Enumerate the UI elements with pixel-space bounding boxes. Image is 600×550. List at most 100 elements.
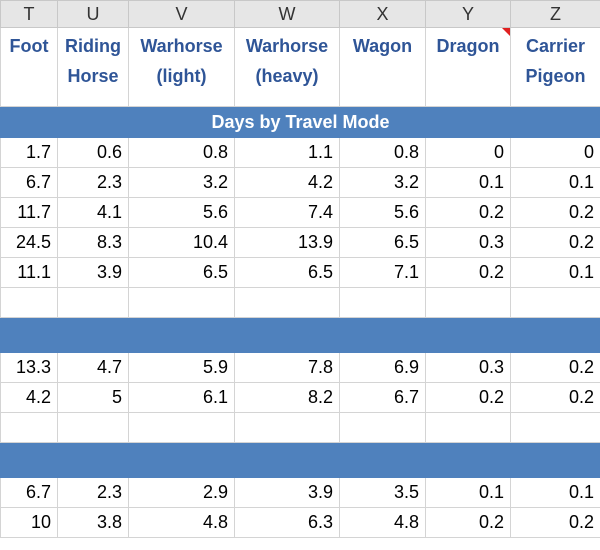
column-header-y[interactable]: Y bbox=[425, 0, 511, 28]
data-cell[interactable]: 0 bbox=[425, 137, 511, 168]
header-cell-riding-horse[interactable]: Riding Horse bbox=[57, 27, 129, 107]
table-row: 24.5 8.3 10.4 13.9 6.5 0.3 0.2 bbox=[0, 227, 600, 258]
table-row: 6.7 2.3 2.9 3.9 3.5 0.1 0.1 bbox=[0, 477, 600, 508]
section-band-row bbox=[0, 442, 600, 478]
table-row: 1.7 0.6 0.8 1.1 0.8 0 0 bbox=[0, 137, 600, 168]
section-band-row bbox=[0, 317, 600, 353]
table-row: 6.7 2.3 3.2 4.2 3.2 0.1 0.1 bbox=[0, 167, 600, 198]
data-cell[interactable]: 3.9 bbox=[234, 477, 340, 508]
data-group-2: 13.3 4.7 5.9 7.8 6.9 0.3 0.2 4.2 5 6.1 8.2 6.7 0.2 0.… bbox=[0, 352, 600, 413]
section-band-title[interactable]: Days by Travel Mode bbox=[0, 106, 600, 138]
data-cell[interactable]: 5.9 bbox=[128, 352, 235, 383]
data-cell[interactable]: 2.3 bbox=[57, 167, 129, 198]
header-cell-warhorse-light[interactable]: Warhorse (light) bbox=[128, 27, 235, 107]
data-cell[interactable]: 4.2 bbox=[234, 167, 340, 198]
table-row: 10 3.8 4.8 6.3 4.8 0.2 0.2 bbox=[0, 507, 600, 538]
table-row: 11.7 4.1 5.6 7.4 5.6 0.2 0.2 bbox=[0, 197, 600, 228]
column-header-z[interactable]: Z bbox=[510, 0, 600, 28]
data-cell[interactable]: 0.6 bbox=[57, 137, 129, 168]
header-cell-foot[interactable]: Foot bbox=[0, 27, 58, 107]
column-header-w[interactable]: W bbox=[234, 0, 340, 28]
section-band-empty[interactable] bbox=[0, 442, 600, 478]
header-cell-carrier-pigeon[interactable]: Carrier Pigeon bbox=[510, 27, 600, 107]
section-band-row: Days by Travel Mode bbox=[0, 106, 600, 138]
data-cell[interactable]: 6.5 bbox=[234, 257, 340, 288]
data-cell[interactable]: 5 bbox=[57, 382, 129, 413]
data-cell[interactable]: 4.1 bbox=[57, 197, 129, 228]
data-group-1: 1.7 0.6 0.8 1.1 0.8 0 0 6.7 2.3 3.2 4.2 3.2 0.1 0.1 11… bbox=[0, 137, 600, 288]
data-cell[interactable]: 6.7 bbox=[0, 167, 58, 198]
table-row: 4.2 5 6.1 8.2 6.7 0.2 0.2 bbox=[0, 382, 600, 413]
data-cell[interactable]: 11.1 bbox=[0, 257, 58, 288]
data-cell[interactable]: 4.8 bbox=[339, 507, 426, 538]
data-cell[interactable]: 6.3 bbox=[234, 507, 340, 538]
data-cell[interactable]: 6.9 bbox=[339, 352, 426, 383]
data-cell[interactable]: 0.1 bbox=[510, 167, 600, 198]
data-cell[interactable]: 3.8 bbox=[57, 507, 129, 538]
data-cell[interactable]: 0.2 bbox=[510, 227, 600, 258]
data-cell[interactable]: 6.1 bbox=[128, 382, 235, 413]
data-cell[interactable]: 0.2 bbox=[510, 507, 600, 538]
data-cell[interactable]: 0.3 bbox=[425, 227, 511, 258]
data-cell[interactable]: 0.2 bbox=[510, 197, 600, 228]
data-cell[interactable]: 6.7 bbox=[339, 382, 426, 413]
data-cell[interactable]: 0.8 bbox=[339, 137, 426, 168]
header-cell-dragon[interactable]: Dragon bbox=[425, 27, 511, 107]
column-header-x[interactable]: X bbox=[339, 0, 426, 28]
data-group-3: 6.7 2.3 2.9 3.9 3.5 0.1 0.1 10 3.8 4.8 6.3 4.8 0.2 0.… bbox=[0, 477, 600, 538]
data-cell[interactable]: 2.9 bbox=[128, 477, 235, 508]
blank-row bbox=[0, 287, 600, 318]
data-cell[interactable]: 0 bbox=[510, 137, 600, 168]
data-cell[interactable]: 0.1 bbox=[425, 477, 511, 508]
data-cell[interactable]: 3.5 bbox=[339, 477, 426, 508]
data-cell[interactable]: 2.3 bbox=[57, 477, 129, 508]
travel-mode-header-row: Foot Riding Horse Warhorse (light) Warho… bbox=[0, 27, 600, 107]
data-cell[interactable]: 13.9 bbox=[234, 227, 340, 258]
data-cell[interactable]: 0.3 bbox=[425, 352, 511, 383]
table-row: 11.1 3.9 6.5 6.5 7.1 0.2 0.1 bbox=[0, 257, 600, 288]
data-cell[interactable]: 0.1 bbox=[510, 257, 600, 288]
data-cell[interactable]: 13.3 bbox=[0, 352, 58, 383]
data-cell[interactable]: 0.8 bbox=[128, 137, 235, 168]
header-cell-warhorse-heavy[interactable]: Warhorse (heavy) bbox=[234, 27, 340, 107]
data-cell[interactable]: 11.7 bbox=[0, 197, 58, 228]
data-cell[interactable]: 0.2 bbox=[425, 257, 511, 288]
data-cell[interactable]: 3.9 bbox=[57, 257, 129, 288]
header-label-dragon: Dragon bbox=[436, 36, 500, 56]
data-cell[interactable]: 0.2 bbox=[510, 352, 600, 383]
section-band-empty[interactable] bbox=[0, 317, 600, 353]
column-header-t[interactable]: T bbox=[0, 0, 58, 28]
data-cell[interactable]: 6.7 bbox=[0, 477, 58, 508]
data-cell[interactable]: 0.2 bbox=[425, 507, 511, 538]
data-cell[interactable]: 7.1 bbox=[339, 257, 426, 288]
data-cell[interactable]: 10 bbox=[0, 507, 58, 538]
data-cell[interactable]: 8.2 bbox=[234, 382, 340, 413]
data-cell[interactable]: 6.5 bbox=[128, 257, 235, 288]
data-cell[interactable]: 3.2 bbox=[339, 167, 426, 198]
data-cell[interactable]: 4.2 bbox=[0, 382, 58, 413]
data-cell[interactable]: 24.5 bbox=[0, 227, 58, 258]
column-header-u[interactable]: U bbox=[57, 0, 129, 28]
data-cell[interactable]: 0.1 bbox=[425, 167, 511, 198]
data-cell[interactable]: 5.6 bbox=[339, 197, 426, 228]
data-cell[interactable]: 4.8 bbox=[128, 507, 235, 538]
column-header-v[interactable]: V bbox=[128, 0, 235, 28]
data-cell[interactable]: 7.4 bbox=[234, 197, 340, 228]
header-cell-wagon[interactable]: Wagon bbox=[339, 27, 426, 107]
data-cell[interactable]: 0.2 bbox=[425, 197, 511, 228]
data-cell[interactable]: 7.8 bbox=[234, 352, 340, 383]
data-cell[interactable]: 3.2 bbox=[128, 167, 235, 198]
data-cell[interactable]: 4.7 bbox=[57, 352, 129, 383]
data-cell[interactable]: 0.2 bbox=[425, 382, 511, 413]
comment-indicator-icon[interactable] bbox=[502, 28, 510, 36]
data-cell[interactable]: 5.6 bbox=[128, 197, 235, 228]
data-cell[interactable]: 6.5 bbox=[339, 227, 426, 258]
data-cell[interactable]: 1.7 bbox=[0, 137, 58, 168]
data-cell[interactable]: 10.4 bbox=[128, 227, 235, 258]
data-cell[interactable]: 1.1 bbox=[234, 137, 340, 168]
data-cell[interactable]: 0.1 bbox=[510, 477, 600, 508]
data-cell[interactable]: 0.2 bbox=[510, 382, 600, 413]
data-cell[interactable]: 8.3 bbox=[57, 227, 129, 258]
blank-row bbox=[0, 412, 600, 443]
